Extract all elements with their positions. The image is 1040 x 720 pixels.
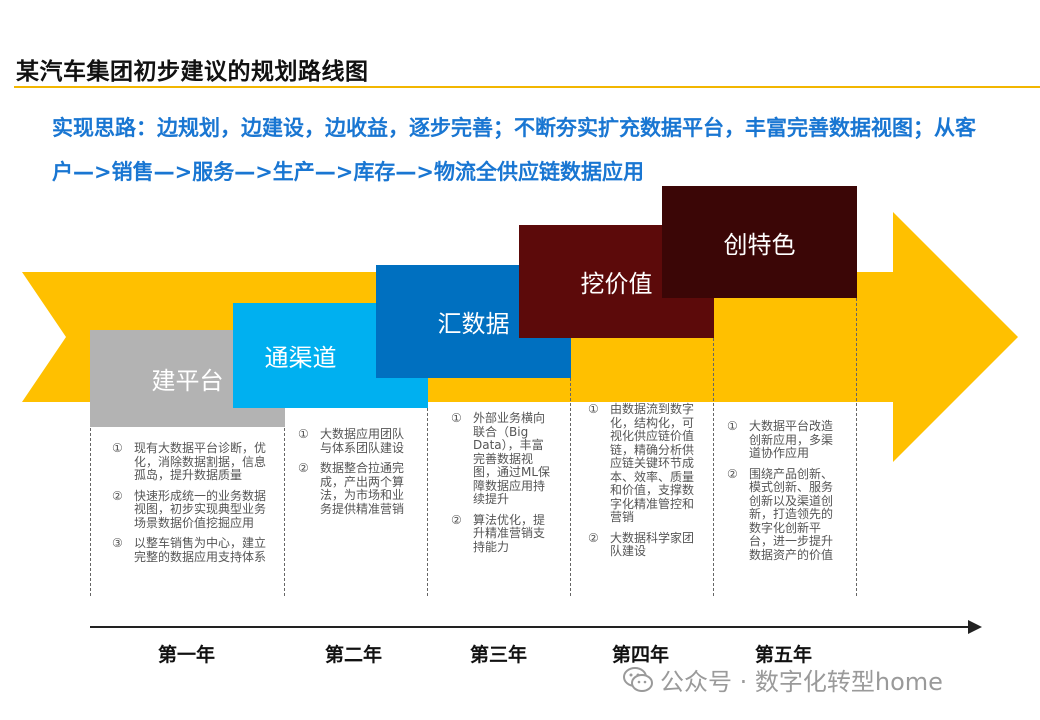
- step-label: 建平台: [151, 367, 224, 395]
- timeline-axis: [90, 626, 970, 628]
- dashed-separator: [90, 428, 91, 596]
- year1-description: ① 现有大数据平台诊断，优化，消除数据割据，信息孤岛，提升数据质量 ② 快速形成统一…: [112, 441, 272, 571]
- watermark: 公众号 · 数字化转型home: [622, 662, 943, 697]
- dashed-separator: [284, 428, 285, 596]
- year-label-2: 第二年: [325, 644, 383, 666]
- subtitle: 实现思路：边规划，边建设，边收益，逐步完善；不断夯实扩充数据平台，丰富完善数据视…: [52, 116, 976, 184]
- step-label: 挖价值: [580, 270, 653, 298]
- list-item: ② 算法优化，提升精准营销支持能力: [451, 512, 546, 554]
- dashed-separator: [427, 408, 428, 596]
- year-label-1: 第一年: [158, 644, 216, 666]
- title-underline: [14, 86, 1040, 88]
- year2-description: ① 大数据应用团队与体系团队建设 ② 数据整合拉通完成，产出两个算法，为市场和业务提…: [298, 427, 410, 523]
- year-label-5: 第五年: [755, 644, 813, 666]
- list-item: ① 由数据流到数字化，结构化，可视化供应链价值链，精确分析供应链关键环节成本、效率…: [588, 402, 695, 524]
- list-item: ① 大数据平台改造创新应用，多渠道协作应用: [727, 419, 834, 460]
- list-item: ② 快速形成统一的业务数据视图，初步实现典型业务场景数据价值挖掘应用: [112, 488, 267, 530]
- list-item: ② 数据整合拉通完成，产出两个算法，为市场和业务提供精准营销: [298, 461, 405, 516]
- wechat-icon: [623, 666, 653, 692]
- watermark-text: 公众号 · 数字化转型home: [660, 668, 943, 696]
- year-label-4: 第四年: [612, 644, 670, 666]
- list-item: ② 大数据科学家团队建设: [588, 530, 695, 558]
- step-create-features: 创特色: [662, 186, 857, 298]
- step-label: 通渠道: [264, 344, 337, 372]
- step-label: 汇数据: [437, 310, 510, 338]
- year4-description: ① 由数据流到数字化，结构化，可视化供应链价值链，精确分析供应链关键环节成本、效率…: [588, 402, 698, 566]
- year-label-3: 第三年: [470, 644, 528, 666]
- page-title: 某汽车集团初步建议的规划路线图: [16, 59, 369, 85]
- list-item: ① 现有大数据平台诊断，优化，消除数据割据，信息孤岛，提升数据质量: [112, 441, 267, 482]
- step-label: 创特色: [723, 230, 796, 259]
- list-item: ① 大数据应用团队与体系团队建设: [298, 427, 405, 455]
- dashed-separator: [713, 338, 714, 596]
- year3-description: ① 外部业务横向联合（Big Data），丰富完善数据视图，通过ML保障数据应用持…: [451, 411, 553, 561]
- dashed-separator: [856, 298, 857, 596]
- dashed-separator: [570, 378, 571, 596]
- year5-description: ① 大数据平台改造创新应用，多渠道协作应用 ② 围绕产品创新、模式创新、服务创新以及…: [727, 419, 837, 569]
- list-item: ② 围绕产品创新、模式创新、服务创新以及渠道创新，打造领先的数字化创新平台，进一步…: [727, 466, 834, 562]
- timeline-arrowhead-icon: [968, 620, 982, 634]
- list-item: ③ 以整车销售为中心，建立完整的数据应用支持体系: [112, 536, 267, 564]
- list-item: ① 外部业务横向联合（Big Data），丰富完善数据视图，通过ML保障数据应用持…: [451, 411, 551, 506]
